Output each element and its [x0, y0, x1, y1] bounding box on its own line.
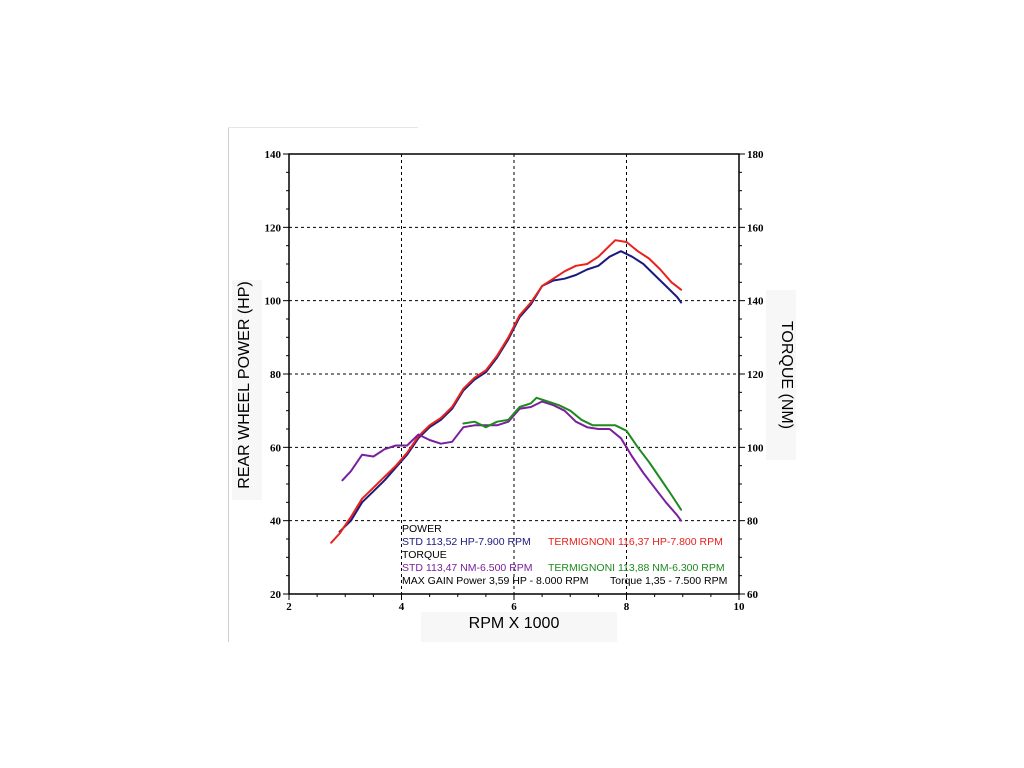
legend-torque-termignoni: TERMIGNONI 113,88 NM-6.300 RPM: [548, 562, 725, 574]
grid: [289, 154, 739, 594]
y-right-tick-label: 120: [747, 369, 764, 381]
legend-torque-std: STD 113,47 NM-6.500 RPM: [402, 562, 533, 574]
y-right-tick-label: 180: [747, 149, 764, 161]
y-left-tick-label: 60: [270, 442, 282, 454]
y-right-axis-title: TORQUE (NM): [778, 321, 795, 429]
y-right-title-backdrop: [766, 290, 796, 460]
y-left-tick-label: 40: [270, 516, 282, 528]
legend: POWER STD 113,52 HP-7.900 RPM TERMIGNONI…: [402, 523, 727, 587]
y-right-tick-label: 80: [747, 516, 759, 528]
ticks: [283, 153, 745, 600]
series-line-torque-termignoni: [462, 396, 683, 511]
y-left-tick-label: 140: [265, 149, 282, 161]
x-tick-label: 8: [624, 601, 630, 613]
x-tick-label: 4: [399, 601, 405, 613]
y-left-axis-title: REAR WHEEL POWER (HP): [236, 281, 253, 488]
image-frame-top: [228, 127, 418, 128]
image-frame: [228, 127, 419, 642]
y-right-tick-label: 60: [747, 589, 759, 601]
series-lines: [330, 239, 683, 544]
x-tick-label: 2: [286, 601, 292, 613]
legend-max-gain-power: MAX GAIN Power 3,59 HP - 8.000 RPM: [402, 575, 589, 587]
y-left-tick-label: 20: [270, 589, 282, 601]
legend-power-std: STD 113,52 HP-7.900 RPM: [402, 536, 531, 548]
y-left-tick-label: 100: [265, 296, 282, 308]
legend-power-termignoni: TERMIGNONI 116,37 HP-7.800 RPM: [548, 536, 723, 548]
legend-torque-title: TORQUE: [402, 549, 447, 561]
x-title-backdrop: [421, 612, 617, 642]
x-tick-label: 6: [511, 601, 517, 613]
x-tick-label: 10: [734, 601, 746, 613]
series-line-power-std: [338, 250, 683, 533]
tick-labels: 2 4 6 8 10 20 40 60 80 100 120 140 60 80 100 120 140 160 1…: [265, 149, 765, 613]
y-left-tick-label: 80: [270, 369, 282, 381]
legend-power-title: POWER: [402, 523, 442, 535]
series-line-power-termignoni: [330, 239, 683, 544]
y-left-tick-label: 120: [265, 222, 282, 234]
legend-max-gain-torque: Torque 1,35 - 7.500 RPM: [610, 575, 727, 587]
y-left-title-backdrop: [232, 280, 262, 500]
y-right-tick-label: 140: [747, 296, 764, 308]
x-axis-title: RPM X 1000: [469, 615, 560, 632]
series-line-torque-std: [341, 400, 683, 522]
y-right-tick-label: 100: [747, 442, 764, 454]
y-right-tick-label: 160: [747, 222, 764, 234]
